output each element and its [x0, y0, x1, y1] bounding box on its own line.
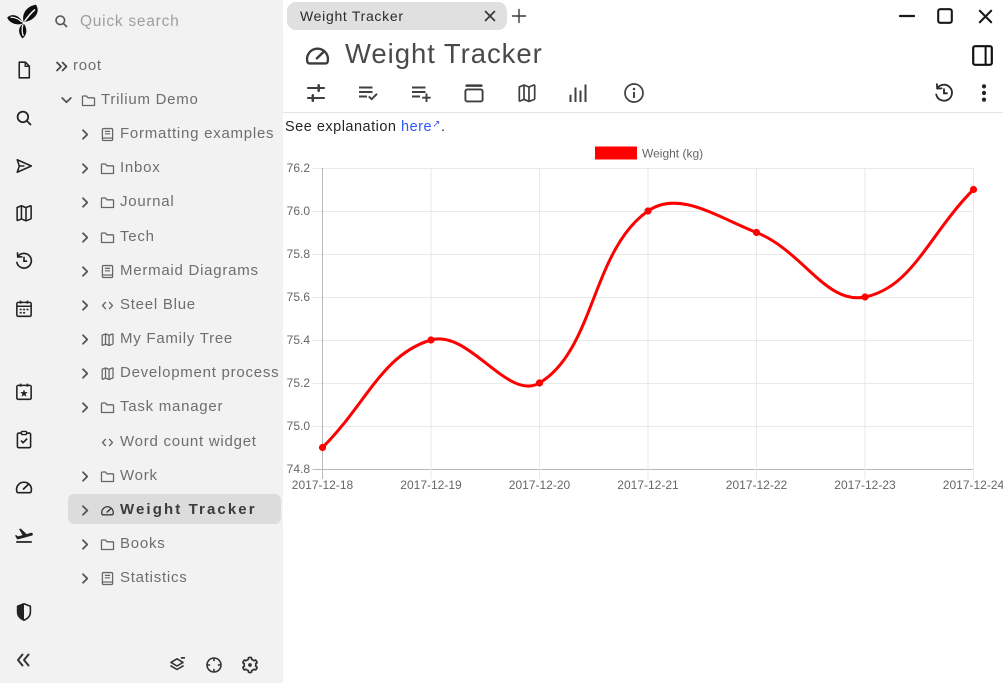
- svg-text:75.8: 75.8: [287, 247, 311, 261]
- svg-text:2017-12-18: 2017-12-18: [292, 478, 354, 492]
- svg-text:2017-12-24: 2017-12-24: [943, 478, 1003, 492]
- svg-text:2017-12-21: 2017-12-21: [617, 478, 679, 492]
- svg-text:76.0: 76.0: [287, 204, 311, 218]
- svg-text:2017-12-19: 2017-12-19: [400, 478, 462, 492]
- svg-text:76.2: 76.2: [287, 161, 311, 175]
- svg-text:75.4: 75.4: [287, 333, 311, 347]
- svg-text:74.8: 74.8: [287, 462, 311, 476]
- svg-text:75.2: 75.2: [287, 376, 311, 390]
- svg-text:2017-12-20: 2017-12-20: [509, 478, 571, 492]
- svg-text:75.6: 75.6: [287, 290, 311, 304]
- svg-text:2017-12-23: 2017-12-23: [834, 478, 896, 492]
- svg-text:75.0: 75.0: [287, 419, 311, 433]
- svg-text:Weight (kg): Weight (kg): [642, 147, 703, 161]
- svg-text:2017-12-22: 2017-12-22: [726, 478, 788, 492]
